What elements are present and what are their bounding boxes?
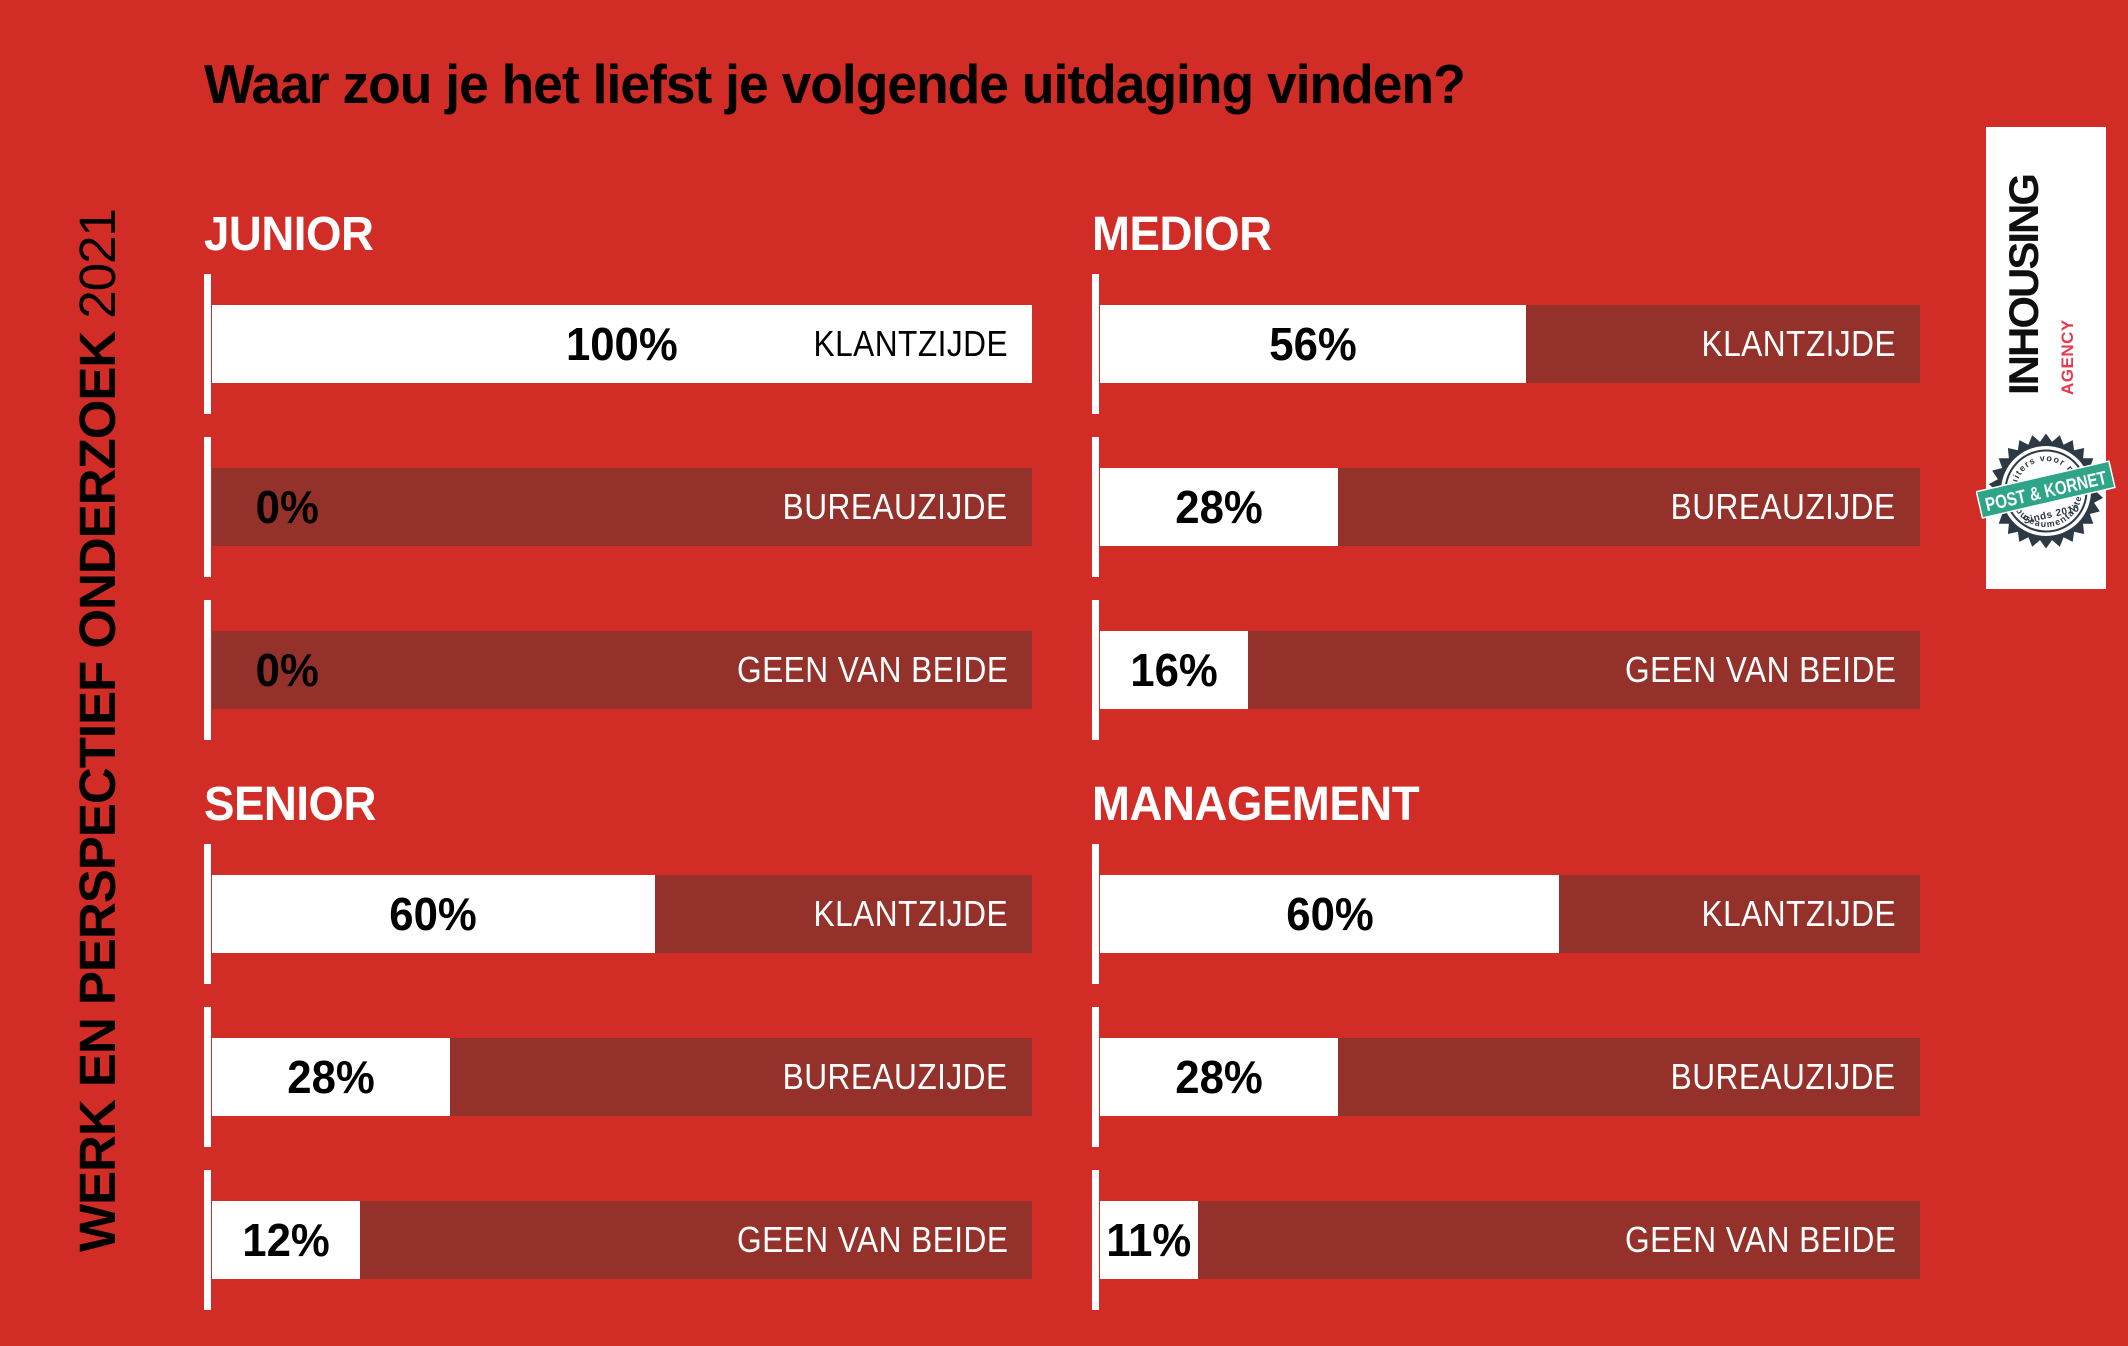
medior-bureauzijde-value: 28% bbox=[1175, 481, 1263, 533]
axis-tick bbox=[1092, 844, 1099, 984]
medior-bureauzijde-row: 28% BUREAUZIJDE bbox=[1092, 437, 1920, 577]
group-junior: JUNIOR 100% KLANTZIJDE 0% BUREAUZIJDE 0%… bbox=[204, 190, 1032, 763]
junior-klantzijde-value: 100% bbox=[566, 318, 678, 370]
senior-bureauzijde-track: 28% BUREAUZIJDE bbox=[212, 1038, 1032, 1116]
vertical-study-label: WERK EN PERSPECTIEF ONDERZOEK 2021 bbox=[68, 172, 127, 1252]
medior-geenvanbeide-label: GEEN VAN BEIDE bbox=[1624, 649, 1896, 690]
management-klantzijde-row: 60% KLANTZIJDE bbox=[1092, 844, 1920, 984]
senior-geenvanbeide-label: GEEN VAN BEIDE bbox=[736, 1219, 1008, 1260]
senior-geenvanbeide-value: 12% bbox=[242, 1214, 330, 1266]
medior-geenvanbeide-track: 16% GEEN VAN BEIDE bbox=[1100, 631, 1920, 709]
management-bureauzijde-track: 28% BUREAUZIJDE bbox=[1100, 1038, 1920, 1116]
axis-tick bbox=[204, 600, 211, 740]
medior-bureauzijde-label: BUREAUZIJDE bbox=[1671, 486, 1896, 527]
group-junior-title: JUNIOR bbox=[204, 208, 374, 261]
management-bureauzijde-fill: 28% bbox=[1100, 1038, 1338, 1116]
junior-bureauzijde-label: BUREAUZIJDE bbox=[783, 486, 1008, 527]
axis-tick bbox=[1092, 1170, 1099, 1310]
senior-bureauzijde-label: BUREAUZIJDE bbox=[783, 1056, 1008, 1097]
post-kornet-badge: recruiters voor mensen met bureaumentali… bbox=[1976, 433, 2116, 549]
management-bureauzijde-value: 28% bbox=[1175, 1051, 1263, 1103]
junior-bureauzijde-row: 0% BUREAUZIJDE bbox=[204, 437, 1032, 577]
group-management-title: MANAGEMENT bbox=[1092, 778, 1420, 831]
group-senior: SENIOR 60% KLANTZIJDE 28% BUREAUZIJDE 12… bbox=[204, 760, 1032, 1333]
management-geenvanbeide-row: 11% GEEN VAN BEIDE bbox=[1092, 1170, 1920, 1310]
inhousing-logo-text: INHOUSING bbox=[2000, 174, 2047, 395]
axis-tick bbox=[204, 844, 211, 984]
senior-bureauzijde-value: 28% bbox=[287, 1051, 375, 1103]
management-geenvanbeide-value: 11% bbox=[1106, 1214, 1192, 1266]
senior-klantzijde-row: 60% KLANTZIJDE bbox=[204, 844, 1032, 984]
medior-bureauzijde-fill: 28% bbox=[1100, 468, 1338, 546]
senior-klantzijde-track: 60% KLANTZIJDE bbox=[212, 875, 1032, 953]
axis-tick bbox=[204, 1007, 211, 1147]
senior-geenvanbeide-track: 12% GEEN VAN BEIDE bbox=[212, 1201, 1032, 1279]
group-senior-title: SENIOR bbox=[204, 778, 376, 831]
axis-tick bbox=[1092, 600, 1099, 740]
junior-klantzijde-row: 100% KLANTZIJDE bbox=[204, 274, 1032, 414]
medior-bureauzijde-track: 28% BUREAUZIJDE bbox=[1100, 468, 1920, 546]
axis-tick bbox=[204, 437, 211, 577]
axis-tick bbox=[204, 274, 211, 414]
axis-tick bbox=[1092, 437, 1099, 577]
axis-tick bbox=[1092, 274, 1099, 414]
medior-klantzijde-track: 56% KLANTZIJDE bbox=[1100, 305, 1920, 383]
medior-klantzijde-row: 56% KLANTZIJDE bbox=[1092, 274, 1920, 414]
junior-klantzijde-track: 100% KLANTZIJDE bbox=[212, 305, 1032, 383]
senior-klantzijde-fill: 60% bbox=[212, 875, 655, 953]
management-geenvanbeide-track: 11% GEEN VAN BEIDE bbox=[1100, 1201, 1920, 1279]
management-klantzijde-label: KLANTZIJDE bbox=[1701, 893, 1896, 934]
medior-klantzijde-label: KLANTZIJDE bbox=[1701, 323, 1896, 364]
senior-klantzijde-value: 60% bbox=[389, 888, 478, 940]
medior-geenvanbeide-row: 16% GEEN VAN BEIDE bbox=[1092, 600, 1920, 740]
junior-klantzijde-label: KLANTZIJDE bbox=[813, 323, 1008, 364]
junior-geenvanbeide-label: GEEN VAN BEIDE bbox=[736, 649, 1008, 690]
management-bureauzijde-label: BUREAUZIJDE bbox=[1671, 1056, 1896, 1097]
inhousing-logo-card: INHOUSING AGENCY recruiters voor mensen … bbox=[1976, 127, 2116, 589]
junior-geenvanbeide-row: 0% GEEN VAN BEIDE bbox=[204, 600, 1032, 740]
group-management: MANAGEMENT 60% KLANTZIJDE 28% BUREAUZIJD… bbox=[1092, 760, 1920, 1333]
study-year: 2021 bbox=[69, 209, 126, 319]
management-klantzijde-fill: 60% bbox=[1100, 875, 1560, 953]
page-title: Waar zou je het liefst je volgende uitda… bbox=[204, 53, 1466, 115]
medior-klantzijde-fill: 56% bbox=[1100, 305, 1527, 383]
senior-bureauzijde-fill: 28% bbox=[212, 1038, 450, 1116]
junior-bureauzijde-track: 0% BUREAUZIJDE bbox=[212, 468, 1032, 546]
axis-tick bbox=[204, 1170, 211, 1310]
management-klantzijde-value: 60% bbox=[1285, 888, 1374, 940]
management-bureauzijde-row: 28% BUREAUZIJDE bbox=[1092, 1007, 1920, 1147]
medior-geenvanbeide-fill: 16% bbox=[1100, 631, 1248, 709]
junior-geenvanbeide-value: 0% bbox=[255, 644, 319, 696]
group-medior-title: MEDIOR bbox=[1092, 208, 1272, 261]
senior-bureauzijde-row: 28% BUREAUZIJDE bbox=[204, 1007, 1032, 1147]
medior-geenvanbeide-value: 16% bbox=[1130, 644, 1218, 696]
agency-logo-text: AGENCY bbox=[2058, 319, 2077, 395]
medior-klantzijde-value: 56% bbox=[1269, 318, 1357, 370]
management-geenvanbeide-label: GEEN VAN BEIDE bbox=[1624, 1219, 1896, 1260]
management-geenvanbeide-fill: 11% bbox=[1100, 1201, 1199, 1279]
study-label-text: WERK EN PERSPECTIEF ONDERZOEK bbox=[69, 331, 126, 1252]
group-medior: MEDIOR 56% KLANTZIJDE 28% BUREAUZIJDE 16… bbox=[1092, 190, 1920, 763]
senior-geenvanbeide-row: 12% GEEN VAN BEIDE bbox=[204, 1170, 1032, 1310]
junior-klantzijde-fill: 100% bbox=[212, 305, 1032, 383]
senior-geenvanbeide-fill: 12% bbox=[212, 1201, 360, 1279]
axis-tick bbox=[1092, 1007, 1099, 1147]
junior-bureauzijde-value: 0% bbox=[255, 481, 319, 533]
management-klantzijde-track: 60% KLANTZIJDE bbox=[1100, 875, 1920, 953]
senior-klantzijde-label: KLANTZIJDE bbox=[813, 893, 1008, 934]
junior-geenvanbeide-track: 0% GEEN VAN BEIDE bbox=[212, 631, 1032, 709]
